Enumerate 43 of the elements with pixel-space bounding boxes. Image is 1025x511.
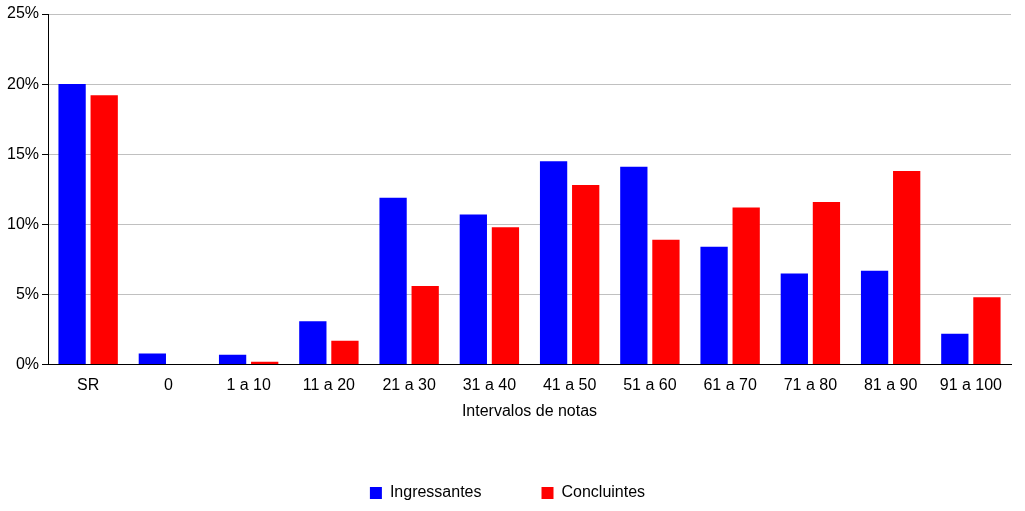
bar	[941, 333, 969, 365]
bar	[572, 185, 600, 365]
y-tick-label: 20%	[6, 74, 40, 92]
x-tick-label: 81 a 90	[863, 375, 918, 393]
x-tick-label: 21 a 30	[382, 375, 436, 393]
x-tick-label: SR	[77, 375, 100, 393]
x-tick-label: 31 a 40	[462, 375, 517, 393]
bar	[973, 297, 1001, 365]
x-tick-label: 1 a 10	[226, 375, 271, 393]
x-tick-label: 61 a 70	[703, 375, 757, 393]
x-tick-label: 41 a 50	[542, 375, 597, 393]
y-tick-label: 15%	[6, 144, 40, 162]
bar	[379, 197, 407, 365]
x-axis-title: Intervalos de notas	[461, 401, 598, 419]
bar	[58, 84, 86, 365]
x-tick-label: 0	[163, 375, 173, 393]
bar	[331, 340, 359, 365]
bar	[459, 214, 487, 365]
bar	[299, 321, 327, 365]
y-tick-label: 25%	[6, 4, 40, 22]
bar	[652, 239, 680, 365]
x-tick-label: 71 a 80	[783, 375, 838, 393]
bar	[732, 207, 760, 365]
bar	[539, 161, 568, 365]
x-tick-label: 11 a 20	[302, 375, 356, 393]
bar	[218, 354, 247, 365]
bar	[138, 353, 166, 365]
bar	[620, 166, 648, 365]
bar	[411, 286, 439, 365]
y-tick-label: 5%	[15, 284, 40, 302]
y-tick-label: 10%	[6, 214, 40, 232]
x-tick-label: 91 a 100	[939, 375, 1003, 393]
bar	[90, 95, 118, 365]
bar	[780, 273, 808, 365]
legend-label: Concluintes	[561, 483, 646, 501]
bar	[491, 227, 520, 365]
x-tick-label: 51 a 60	[623, 375, 677, 393]
legend-label: Ingressantes	[389, 483, 482, 501]
bar	[860, 270, 889, 365]
bar	[893, 171, 921, 365]
y-tick-label: 0%	[15, 355, 40, 373]
bar	[812, 201, 841, 365]
bar	[700, 246, 728, 365]
